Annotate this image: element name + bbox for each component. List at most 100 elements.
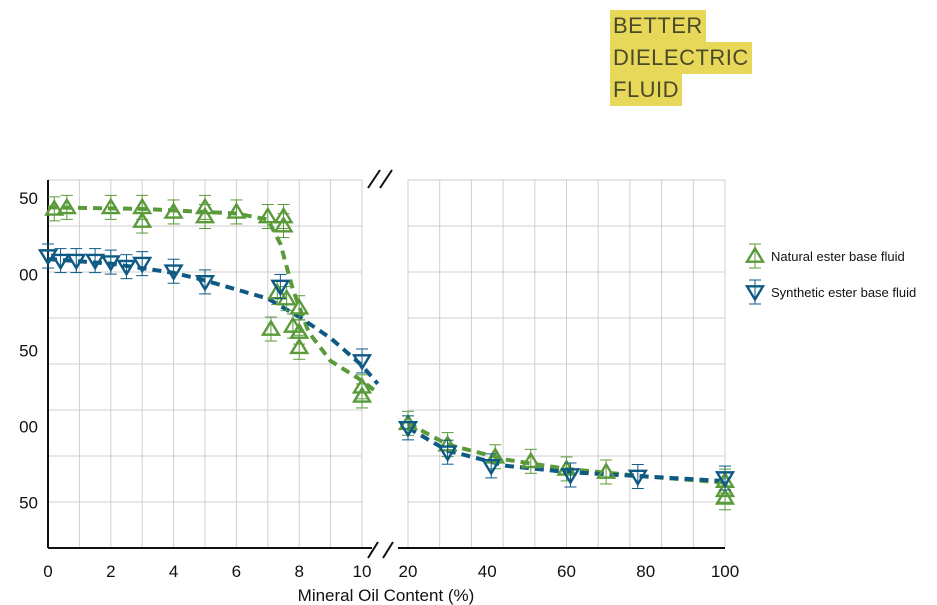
- marker: [194, 275, 216, 292]
- x-tick-label: 40: [478, 562, 497, 581]
- y-tick-label: 00: [19, 417, 38, 436]
- marker: [132, 211, 153, 228]
- data-point: [132, 208, 153, 234]
- marker: [226, 202, 247, 219]
- data-point: [100, 194, 121, 220]
- marker: [66, 253, 87, 271]
- axis-break-top: [379, 169, 393, 189]
- marker: [194, 206, 216, 224]
- marker: [163, 264, 184, 282]
- data-point: [37, 243, 59, 269]
- data-point: [226, 199, 247, 225]
- marker: [595, 462, 617, 479]
- header-line-3: FLUID: [610, 74, 683, 106]
- x-tick-label: 8: [294, 562, 303, 581]
- data-point: [289, 295, 310, 321]
- data-point: [351, 383, 373, 409]
- marker: [276, 288, 297, 306]
- marker: [270, 279, 291, 297]
- data-point: [270, 273, 291, 299]
- x-tick-label: 60: [557, 562, 576, 581]
- y-tick-label: 50: [19, 189, 38, 208]
- data-point: [560, 462, 581, 488]
- data-point: [437, 439, 458, 465]
- marker: [50, 253, 71, 271]
- data-point: [481, 453, 502, 479]
- x-axis-label: Mineral Oil Content (%): [298, 586, 475, 605]
- legend-label: Synthetic ester base fluid: [771, 285, 916, 300]
- legend-label: Natural ester base fluid: [771, 249, 905, 264]
- series-1: [44, 194, 736, 511]
- axis-break-bottom: [367, 541, 379, 559]
- x-tick-label: 80: [636, 562, 655, 581]
- data-point: [44, 196, 65, 222]
- marker: [100, 255, 121, 272]
- y-tick-label: 00: [19, 265, 38, 284]
- header-line-2: DIELECTRIC: [610, 42, 752, 74]
- marker: [273, 215, 294, 233]
- marker: [257, 206, 278, 224]
- marker: [481, 459, 502, 476]
- marker: [260, 319, 282, 336]
- marker: [520, 451, 541, 469]
- marker: [351, 354, 373, 371]
- marker: [397, 420, 419, 438]
- data-point: [66, 248, 87, 274]
- marker: [132, 256, 153, 274]
- axis-break-top: [367, 169, 381, 189]
- data-point: [595, 459, 617, 485]
- data-point: [260, 316, 282, 342]
- x-tick-label: 20: [399, 562, 418, 581]
- data-point: [289, 334, 310, 360]
- legend-marker: [744, 285, 766, 302]
- x-tick-label: 10: [353, 562, 372, 581]
- marker: [163, 202, 184, 219]
- axis-break-bottom: [382, 541, 394, 559]
- data-point: [397, 415, 419, 441]
- marker: [714, 487, 736, 505]
- trend-line-1: [47, 205, 726, 485]
- x-tick-label: 4: [169, 562, 178, 581]
- data-point: [163, 258, 184, 284]
- data-point: [163, 199, 184, 225]
- marker: [627, 469, 648, 487]
- marker: [351, 386, 373, 403]
- trend-segment: [47, 205, 379, 395]
- series-2: [37, 243, 736, 491]
- x-tick-label: 100: [711, 562, 739, 581]
- data-point: [116, 254, 137, 280]
- marker: [289, 337, 310, 355]
- header-title: BETTER DIELECTRIC FLUID: [610, 10, 770, 106]
- marker: [56, 197, 77, 215]
- trend-line-2: [47, 257, 726, 484]
- marker: [714, 471, 736, 488]
- data-point: [273, 213, 294, 239]
- marker: [116, 259, 137, 277]
- marker: [100, 197, 121, 215]
- data-point: [84, 248, 106, 274]
- legend: Natural ester base fluid Synthetic ester …: [744, 243, 916, 305]
- marker: [437, 445, 458, 463]
- data-point: [194, 203, 216, 229]
- data-point: [257, 203, 278, 229]
- x-tick-label: 6: [232, 562, 241, 581]
- data-point: [520, 448, 541, 474]
- marker: [560, 468, 581, 485]
- marker: [44, 199, 65, 216]
- y-tick-label: 50: [19, 493, 38, 512]
- marker: [37, 249, 59, 266]
- marker: [282, 316, 304, 333]
- y-tick-label: 50: [19, 341, 38, 360]
- data-point: [351, 348, 373, 374]
- data-point: [56, 194, 77, 220]
- data-point: [50, 248, 71, 274]
- x-tick-label: 2: [106, 562, 115, 581]
- data-point: [276, 286, 297, 312]
- marker: [84, 253, 106, 271]
- header-line-1: BETTER: [610, 10, 706, 42]
- data-point: [627, 464, 648, 490]
- axis-break-marks: [367, 169, 394, 559]
- marker: [289, 297, 310, 315]
- data-point: [132, 251, 153, 277]
